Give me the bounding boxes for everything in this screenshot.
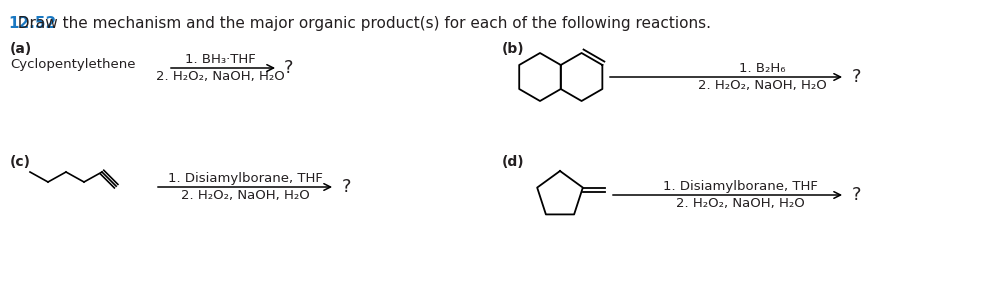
Text: 2. H₂O₂, NaOH, H₂O: 2. H₂O₂, NaOH, H₂O <box>698 79 826 92</box>
Text: (c): (c) <box>10 155 31 169</box>
Text: (b): (b) <box>502 42 525 56</box>
Text: (d): (d) <box>502 155 525 169</box>
Text: 2. H₂O₂, NaOH, H₂O: 2. H₂O₂, NaOH, H₂O <box>181 189 309 202</box>
Text: 1. Disiamylborane, THF: 1. Disiamylborane, THF <box>663 180 817 193</box>
Text: 1. B₂H₆: 1. B₂H₆ <box>739 62 785 75</box>
Text: 1. Disiamylborane, THF: 1. Disiamylborane, THF <box>168 172 322 185</box>
Text: (a): (a) <box>10 42 32 56</box>
Text: ?: ? <box>852 186 862 204</box>
Text: Draw the mechanism and the major organic product(s) for each of the following re: Draw the mechanism and the major organic… <box>8 16 711 31</box>
Text: ?: ? <box>284 59 293 77</box>
Text: 12.52: 12.52 <box>8 16 57 31</box>
Text: Cyclopentylethene: Cyclopentylethene <box>10 58 135 71</box>
Text: ?: ? <box>342 178 352 196</box>
Text: 2. H₂O₂, NaOH, H₂O: 2. H₂O₂, NaOH, H₂O <box>676 197 804 210</box>
Text: 1. BH₃·THF: 1. BH₃·THF <box>185 53 255 66</box>
Text: 2. H₂O₂, NaOH, H₂O: 2. H₂O₂, NaOH, H₂O <box>156 70 284 83</box>
Text: ?: ? <box>852 68 862 86</box>
